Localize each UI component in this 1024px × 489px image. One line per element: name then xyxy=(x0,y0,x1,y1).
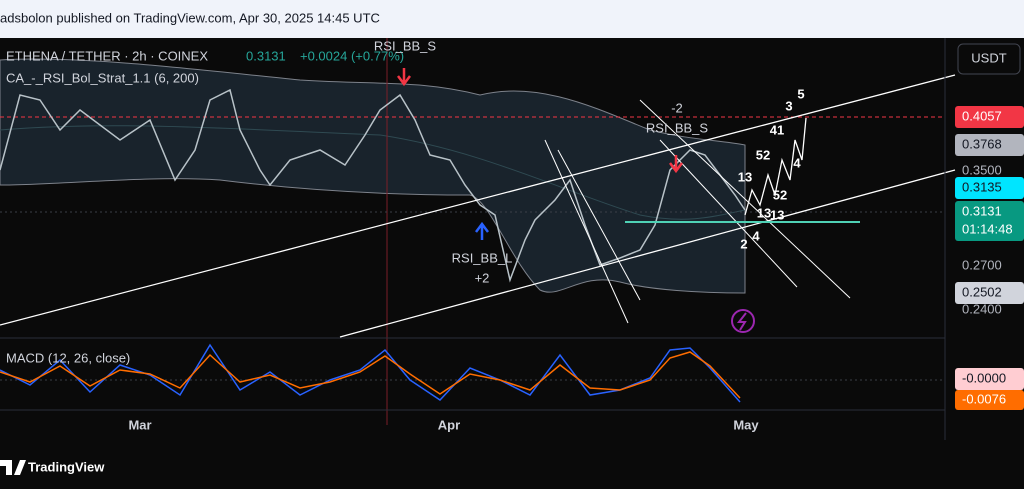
macd-label: MACD (12, 26, close) xyxy=(6,350,130,365)
last-price: 0.3131 xyxy=(246,48,286,63)
event-icon xyxy=(736,312,747,331)
trend-line xyxy=(659,139,798,288)
indicator-label: CA_-_RSI_Bol_Strat_1.1 (6, 200) xyxy=(6,70,199,85)
macd-value: -0.0076 xyxy=(962,391,1006,406)
price-label: 0.2502 xyxy=(962,284,1002,299)
sell-arrow xyxy=(397,68,411,87)
header-text: adsbolon published on TradingView.com, A… xyxy=(0,10,380,25)
signal-label: +2 xyxy=(475,270,490,285)
event-icon xyxy=(731,309,755,333)
price-tag xyxy=(955,282,1024,304)
price-label: 0.3135 xyxy=(962,179,1002,194)
time-label: Mar xyxy=(128,417,151,432)
trend-line xyxy=(639,99,851,299)
wave-label: 52 xyxy=(773,187,787,202)
wave-label: 52 xyxy=(756,147,770,162)
price-label: 0.3131 xyxy=(962,203,1002,218)
channel-line xyxy=(339,169,956,338)
wave-projection xyxy=(744,117,807,216)
countdown: 01:14:48 xyxy=(962,221,1013,236)
sell-arrow xyxy=(669,155,683,174)
band-basis xyxy=(0,125,746,220)
price-change: +0.0024 (+0.77%) xyxy=(300,48,404,63)
macd-tag xyxy=(955,390,1024,410)
bollinger-band xyxy=(0,58,746,294)
signal-line-macd xyxy=(0,351,741,399)
wave-label: 5 xyxy=(797,86,804,101)
price-tag xyxy=(955,134,1024,156)
trend-line xyxy=(544,139,629,324)
price-series xyxy=(0,88,746,283)
wave-label: 41 xyxy=(770,122,784,137)
price-label: 0.3768 xyxy=(962,136,1002,151)
currency-button[interactable] xyxy=(957,43,1021,75)
brand-logo xyxy=(0,460,26,475)
time-label: May xyxy=(733,417,759,432)
wave-label: 4 xyxy=(793,155,801,170)
brand: TradingView xyxy=(28,459,105,474)
price-label: 0.2700 xyxy=(962,257,1002,272)
macd-tag xyxy=(955,368,1024,390)
channel-line xyxy=(0,74,956,326)
buy-arrow xyxy=(475,221,489,240)
signal-label: -2 xyxy=(671,100,683,115)
wave-labels: 5 3 41 52 4 13 52 13 13 2 4 xyxy=(738,86,805,251)
footer xyxy=(0,445,1024,489)
price-label: 0.3500 xyxy=(962,162,1002,177)
currency[interactable]: USDT xyxy=(971,50,1006,65)
signal-label: RSI_BB_L xyxy=(452,250,513,265)
wave-label: 3 xyxy=(785,98,792,113)
price-label: 0.2400 xyxy=(962,301,1002,316)
price-tag xyxy=(955,106,1024,128)
symbol: ETHENA / TETHER · 2h · COINEX xyxy=(6,48,208,63)
signal-label: RSI_BB_S xyxy=(374,38,436,53)
wave-label: 4 xyxy=(752,228,760,243)
time-label: Apr xyxy=(438,417,460,432)
wave-label: 13 xyxy=(770,207,784,222)
signal-label: RSI_BB_S xyxy=(646,120,708,135)
header-bar xyxy=(0,0,1024,38)
price-tag xyxy=(955,201,1024,241)
wave-label: 2 xyxy=(740,236,747,251)
wave-label: 13 xyxy=(757,205,771,220)
macd-value: -0.0000 xyxy=(962,370,1006,385)
price-label: 0.4057 xyxy=(962,108,1002,123)
price-tag xyxy=(955,177,1024,199)
wave-label: 13 xyxy=(738,169,752,184)
trend-line xyxy=(557,149,641,301)
macd-line xyxy=(0,343,741,403)
